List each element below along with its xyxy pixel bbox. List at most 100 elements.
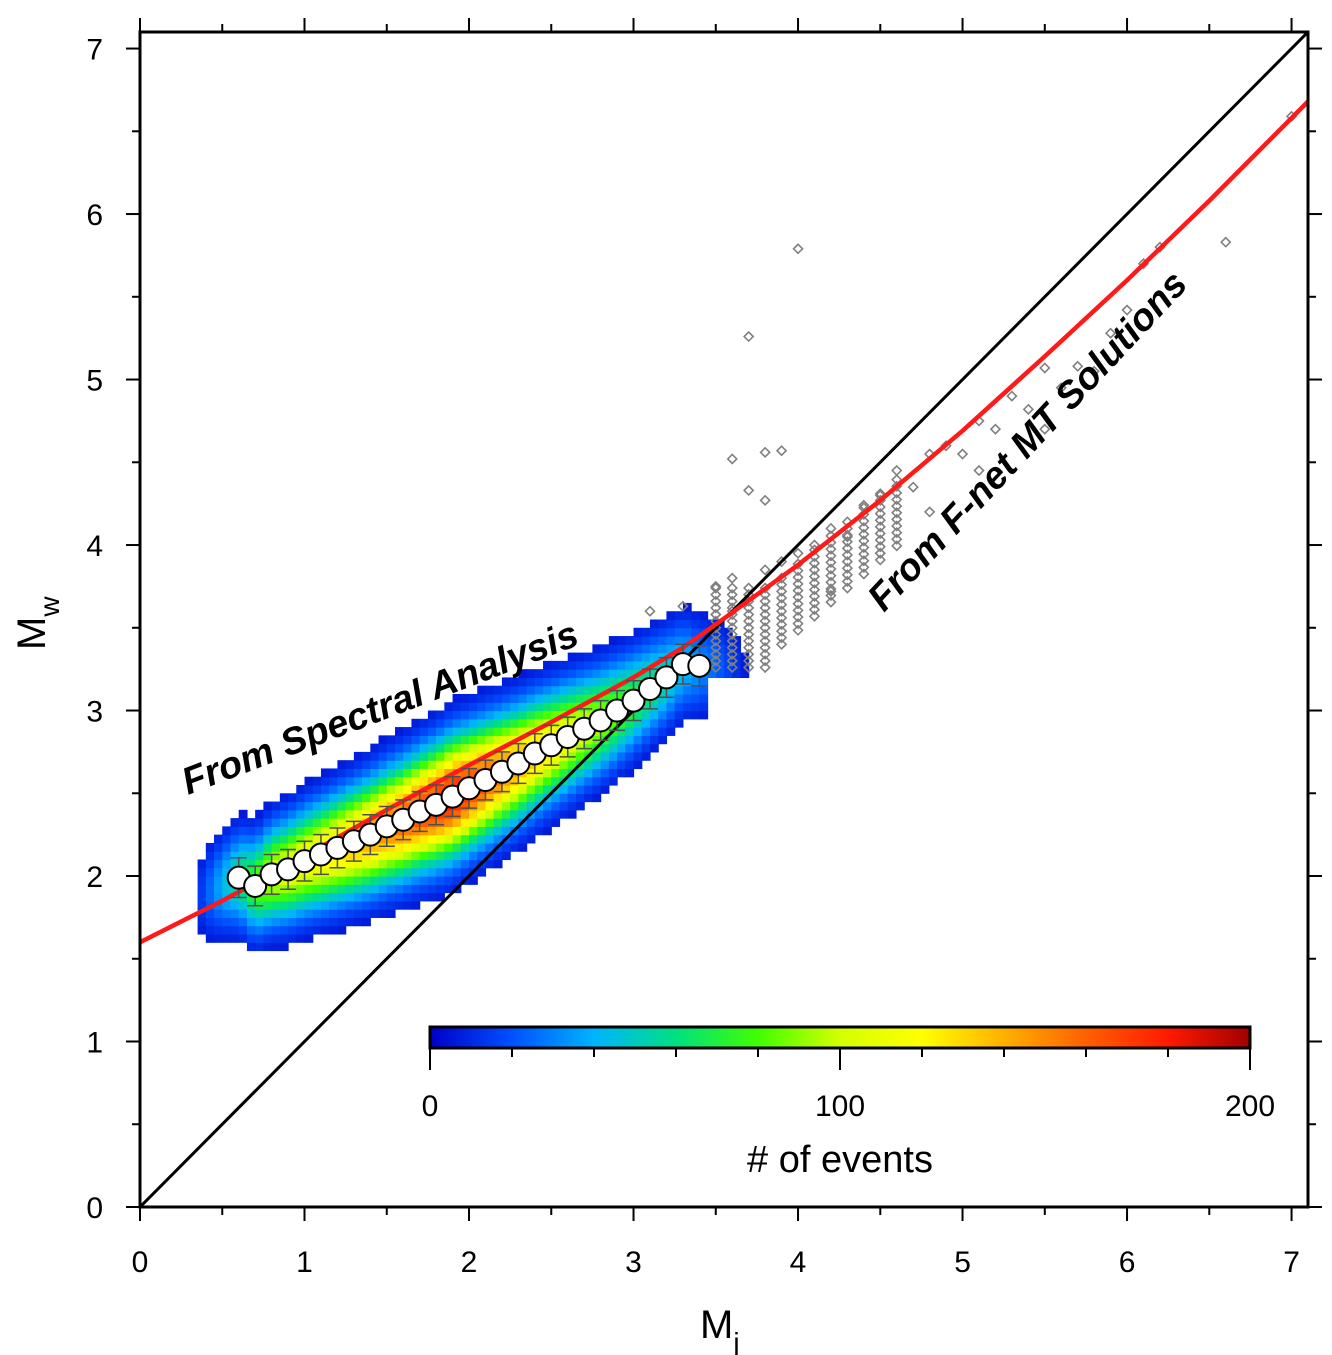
heatmap-cell [246,867,256,877]
y-tick-label: 5 [86,365,103,398]
heatmap-cell [460,809,470,819]
heatmap-cell [246,917,256,927]
heatmap-cell [222,834,232,844]
heatmap-cell [682,710,692,720]
heatmap-cell [255,933,264,943]
heatmap-cell [403,801,413,811]
heatmap-cell [345,768,355,778]
heatmap-cell [411,776,421,786]
fnet-point [759,602,771,614]
heatmap-cell [353,818,363,827]
fnet-point [825,596,837,608]
heatmap-cell [543,784,552,794]
fnet-point [808,590,821,602]
heatmap-cell [378,743,388,753]
heatmap-cell [238,917,248,927]
heatmap-cell [641,743,651,753]
heatmap-cell [674,702,684,712]
heatmap-cell [510,727,519,736]
heatmap-cell [222,842,232,852]
heatmap-cell [501,677,511,687]
fnet-point [710,648,722,660]
heatmap-cell [699,644,709,654]
fnet-point [891,526,903,539]
heatmap-cell [353,867,363,877]
heatmap-cell [444,842,454,852]
heatmap-cell [427,727,437,736]
heatmap-cell [255,809,264,819]
heatmap-cell [279,793,289,803]
heatmap-cell [197,876,207,885]
heatmap-cell [592,760,602,770]
fnet-point [743,615,755,627]
fnet-point [825,576,837,588]
heatmap-cell [296,900,306,910]
heatmap-cell [312,784,322,794]
heatmap-cell [543,818,552,827]
heatmap-cell [345,801,355,811]
heatmap-cell [584,710,593,720]
heatmap-cell [312,900,322,910]
heatmap-cell [526,702,536,712]
heatmap-cell [444,718,454,728]
heatmap-cell [312,826,322,836]
heatmap-cell [674,619,684,629]
heatmap-cell [378,859,388,869]
heatmap-cell [370,743,380,753]
heatmap-cell [444,851,454,861]
heatmap-cell [567,718,577,728]
heatmap-cell [411,768,421,778]
heatmap-cell [584,685,593,695]
heatmap-cell [296,933,306,943]
colorbar: 0 100 200 # of events [422,1025,1275,1181]
heatmap-cell [337,760,347,770]
fnet-point [775,625,788,637]
heatmap-cell [255,834,264,844]
heatmap-cell [493,859,503,869]
heatmap-cell [214,834,223,844]
heatmap-cell [501,727,511,736]
heatmap-cell [337,925,347,935]
heatmap-cell [353,859,363,869]
heatmap-cell [510,776,519,786]
fnet-point [808,577,821,589]
heatmap-cell [427,884,437,894]
fnet-point [874,541,886,553]
heatmap-cell [312,909,322,918]
heatmap-cell [222,867,232,877]
heatmap-cell [526,735,536,745]
heatmap-cell [427,859,437,869]
heatmap-cell [411,867,421,877]
heatmap-cell [238,859,248,869]
heatmap-cell [567,784,577,794]
heatmap-cell [222,826,232,836]
heatmap-cell [436,892,445,902]
heatmap-cell [370,909,380,918]
heatmap-cell [288,909,297,918]
heatmap-cell [271,801,281,811]
heatmap-cell [205,867,215,877]
heatmap-cell [362,760,371,770]
x-tick-label: 3 [625,1246,642,1279]
heatmap-cell [633,735,643,745]
heatmap-cell [584,793,593,803]
heatmap-cell [551,768,561,778]
heatmap-cell [214,884,223,894]
heatmap-cell [230,842,240,852]
heatmap-cell [592,702,602,712]
fnet-point [792,611,804,623]
heatmap-cell [427,710,437,720]
heatmap-cell [263,892,273,902]
heatmap-cell [288,925,297,935]
heatmap-cell [518,834,528,844]
heatmap-cell [411,834,421,844]
heatmap-cell [543,768,552,778]
fnet-point [726,572,738,584]
heatmap-cell [353,900,363,910]
heatmap-cell [477,760,487,770]
heatmap-cell [403,743,413,753]
heatmap-cell [246,942,256,952]
heatmap-cell [518,801,528,811]
heatmap-cell [304,900,314,910]
heatmap-cell [436,710,445,720]
